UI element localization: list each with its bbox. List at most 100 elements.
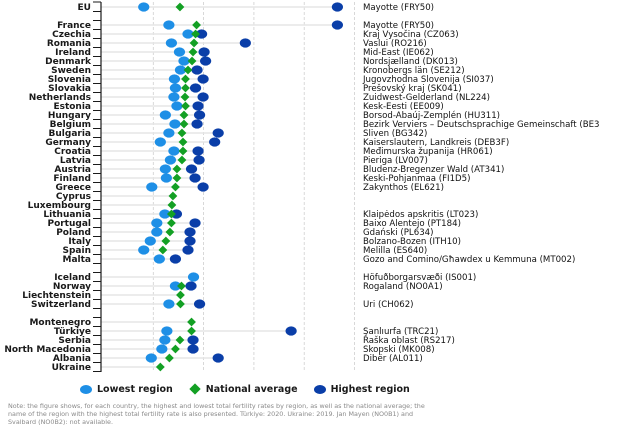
country-label: Hungary: [48, 111, 91, 121]
highest-region-label: Uri (CH062): [363, 300, 414, 310]
lowest-region-marker: [163, 128, 175, 138]
lowest-region-marker: [165, 38, 178, 48]
lowest-region-marker: [164, 155, 177, 165]
lowest-region-marker: [160, 173, 172, 183]
highest-region-label: Raška oblast (RS217): [363, 335, 455, 346]
country-label: Albania: [53, 354, 91, 364]
country-label: Denmark: [45, 57, 92, 67]
national-average-marker: [164, 353, 174, 363]
highest-region-marker: [185, 164, 198, 174]
country-label: Poland: [56, 228, 91, 238]
highest-region-label: Sliven (BG342): [363, 129, 427, 139]
country-label: Finland: [53, 174, 91, 184]
highest-region-label: Klaipėdos apskritis (LT023): [363, 210, 478, 220]
highest-region-marker: [184, 236, 196, 246]
legend: Lowest region National average Highest r…: [80, 381, 426, 397]
highest-region-marker: [189, 218, 201, 228]
highest-region-marker: [331, 2, 343, 12]
highest-region-label: Kesk-Eesti (EE009): [363, 102, 444, 112]
legend-label-highest: Highest region: [330, 383, 410, 395]
highest-region-marker: [193, 155, 205, 165]
national-average-marker: [179, 110, 189, 120]
national-average-marker: [172, 164, 182, 174]
national-average-marker: [167, 209, 176, 219]
lowest-region-marker: [187, 272, 200, 282]
country-label: Belgium: [50, 120, 91, 130]
lowest-region-marker: [161, 326, 173, 336]
highest-region-label: Dibër (AL011): [363, 354, 423, 364]
country-label: North Macedonia: [4, 345, 91, 355]
national-average-marker: [158, 245, 168, 255]
lowest-region-marker: [159, 335, 171, 345]
highest-region-marker: [170, 209, 183, 219]
country-label: Ukraine: [52, 363, 91, 373]
highest-region-label: Prešovský kraj (SK041): [363, 83, 462, 94]
country-label: Lithuania: [43, 210, 91, 220]
national-average-marker: [188, 47, 198, 57]
national-average-marker: [172, 173, 182, 183]
highest-region-label: Bolzano-Bozen (ITH10): [363, 237, 461, 247]
lowest-region-marker: [182, 29, 194, 39]
legend-item-highest: Highest region: [313, 383, 410, 395]
legend-label-lowest: Lowest region: [97, 383, 173, 395]
country-label: Germany: [45, 138, 91, 148]
national-average-marker: [165, 227, 175, 237]
national-average-marker: [191, 29, 200, 39]
highest-region-label: Gdański (PL634): [363, 228, 433, 238]
highest-region-label: Međimurska županija (HR061): [363, 147, 493, 157]
country-label: Norway: [53, 282, 91, 292]
highest-region-marker: [187, 344, 199, 354]
national-average-marker: [178, 146, 188, 156]
lowest-region-marker: [169, 83, 182, 93]
lowest-region-marker: [138, 245, 150, 255]
highest-region-label: Keski-Pohjanmaa (FI1D5): [363, 174, 471, 184]
highest-region-marker: [169, 254, 182, 264]
country-label: Czechia: [52, 30, 91, 40]
highest-region-label: Rogaland (NO0A1): [363, 282, 443, 292]
legend-item-average: National average: [189, 383, 298, 395]
lowest-region-marker: [144, 236, 156, 246]
lowest-region-marker: [168, 92, 180, 102]
national-average-marker: [167, 200, 177, 210]
lowest-region-marker: [145, 353, 157, 363]
highest-region-label: Bezirk Verviers – Deutschsprachige Gemei…: [363, 120, 600, 130]
lowest-region-marker: [159, 164, 171, 174]
country-label: Slovenia: [48, 75, 91, 85]
country-label: Bulgaria: [49, 129, 91, 139]
highest-region-marker: [212, 128, 224, 138]
national-average-marker: [176, 290, 185, 300]
country-label: Ireland: [55, 48, 91, 58]
highest-region-marker: [285, 326, 297, 336]
country-label: Italy: [68, 237, 91, 247]
country-label: Türkiye: [54, 327, 91, 337]
national-average-marker: [155, 362, 165, 372]
highest-region-label: Zakynthos (EL621): [363, 183, 444, 193]
highest-region-marker: [197, 74, 209, 84]
country-labels: EU FranceCzechiaRomaniaIrelandDenmarkSwed…: [4, 3, 92, 373]
highest-region-marker: [197, 182, 209, 192]
country-label: Switzerland: [31, 300, 91, 310]
national-average-marker-icon: [189, 383, 201, 395]
national-average-marker: [183, 65, 193, 75]
lowest-region-marker: [168, 74, 181, 84]
country-label: France: [57, 21, 91, 31]
country-label: Greece: [56, 183, 91, 193]
lowest-region-marker: [159, 110, 171, 120]
highest-region-label: Kaiserslautern, Landkreis (DEB3F): [363, 138, 509, 148]
highest-region-label: Baixo Alentejo (PT184): [363, 219, 461, 229]
highest-region-label: Höfuðborgarsvæði (IS001): [363, 273, 476, 283]
highest-region-marker: [195, 29, 208, 39]
markers: [138, 2, 343, 372]
highest-region-label: Mid-East (IE062): [363, 48, 434, 58]
highest-region-label: Mayotte (FRY50): [363, 21, 434, 31]
lowest-region-marker: [168, 146, 180, 156]
national-average-marker: [181, 101, 190, 111]
country-label: Croatia: [54, 147, 91, 157]
national-average-marker: [181, 74, 190, 84]
lowest-region-marker: [156, 344, 168, 354]
highest-region-label: Nordsjælland (DK013): [363, 57, 458, 67]
lowest-region-marker: [138, 2, 150, 12]
highest-region-label: Jugovzhodna Slovenija (SI037): [362, 75, 494, 85]
country-label: Spain: [63, 246, 92, 256]
national-average-marker: [175, 2, 185, 12]
